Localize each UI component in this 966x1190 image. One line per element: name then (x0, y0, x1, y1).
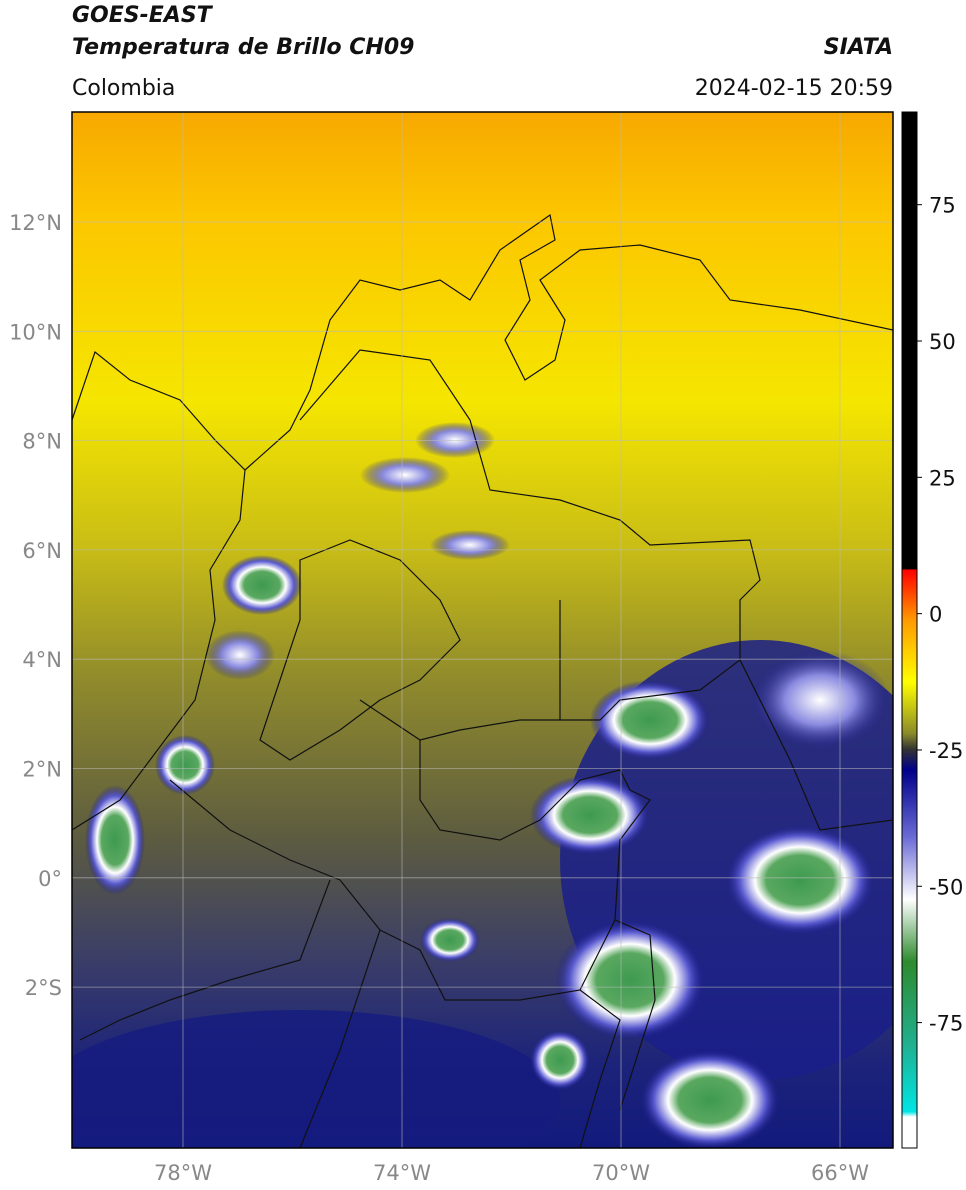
map-frame (71, 111, 894, 1149)
lat-tick-label: 0° (38, 867, 62, 891)
lat-tick-label: 8°N (22, 430, 62, 454)
lon-tick-label: 78°W (154, 1161, 212, 1185)
colorbar-tick-label: -25 (929, 739, 963, 763)
lat-tick-label: 12°N (9, 211, 62, 235)
graticule (72, 112, 893, 1148)
colorbar-tick-label: 25 (929, 466, 956, 490)
lat-tick-label: 2°N (22, 758, 62, 782)
colorbar-tick-label: 75 (929, 194, 956, 218)
colorbar-tick-label: -75 (929, 1012, 963, 1036)
datetime: 2024-02-15 20:59 (695, 76, 893, 101)
source: SIATA (824, 35, 893, 60)
colorbar-tick-label: 50 (929, 330, 956, 354)
lon-tick-label: 70°W (592, 1161, 650, 1185)
map-image (72, 112, 893, 1148)
subtitle: Temperatura de Brillo CH09 (72, 35, 414, 60)
title: GOES-EAST (72, 3, 214, 28)
lat-tick-label: 4°N (22, 648, 62, 672)
colorbar-tick-label: -50 (929, 875, 963, 899)
colorbar (901, 111, 918, 1149)
lat-tick-label: 10°N (9, 320, 62, 344)
region: Colombia (72, 76, 175, 101)
lon-tick-label: 74°W (373, 1161, 431, 1185)
lon-tick-label: 66°W (811, 1161, 869, 1185)
lat-tick-label: 6°N (22, 539, 62, 563)
lat-tick-label: 2°S (25, 976, 62, 1000)
colorbar-tick-label: 0 (929, 603, 942, 627)
